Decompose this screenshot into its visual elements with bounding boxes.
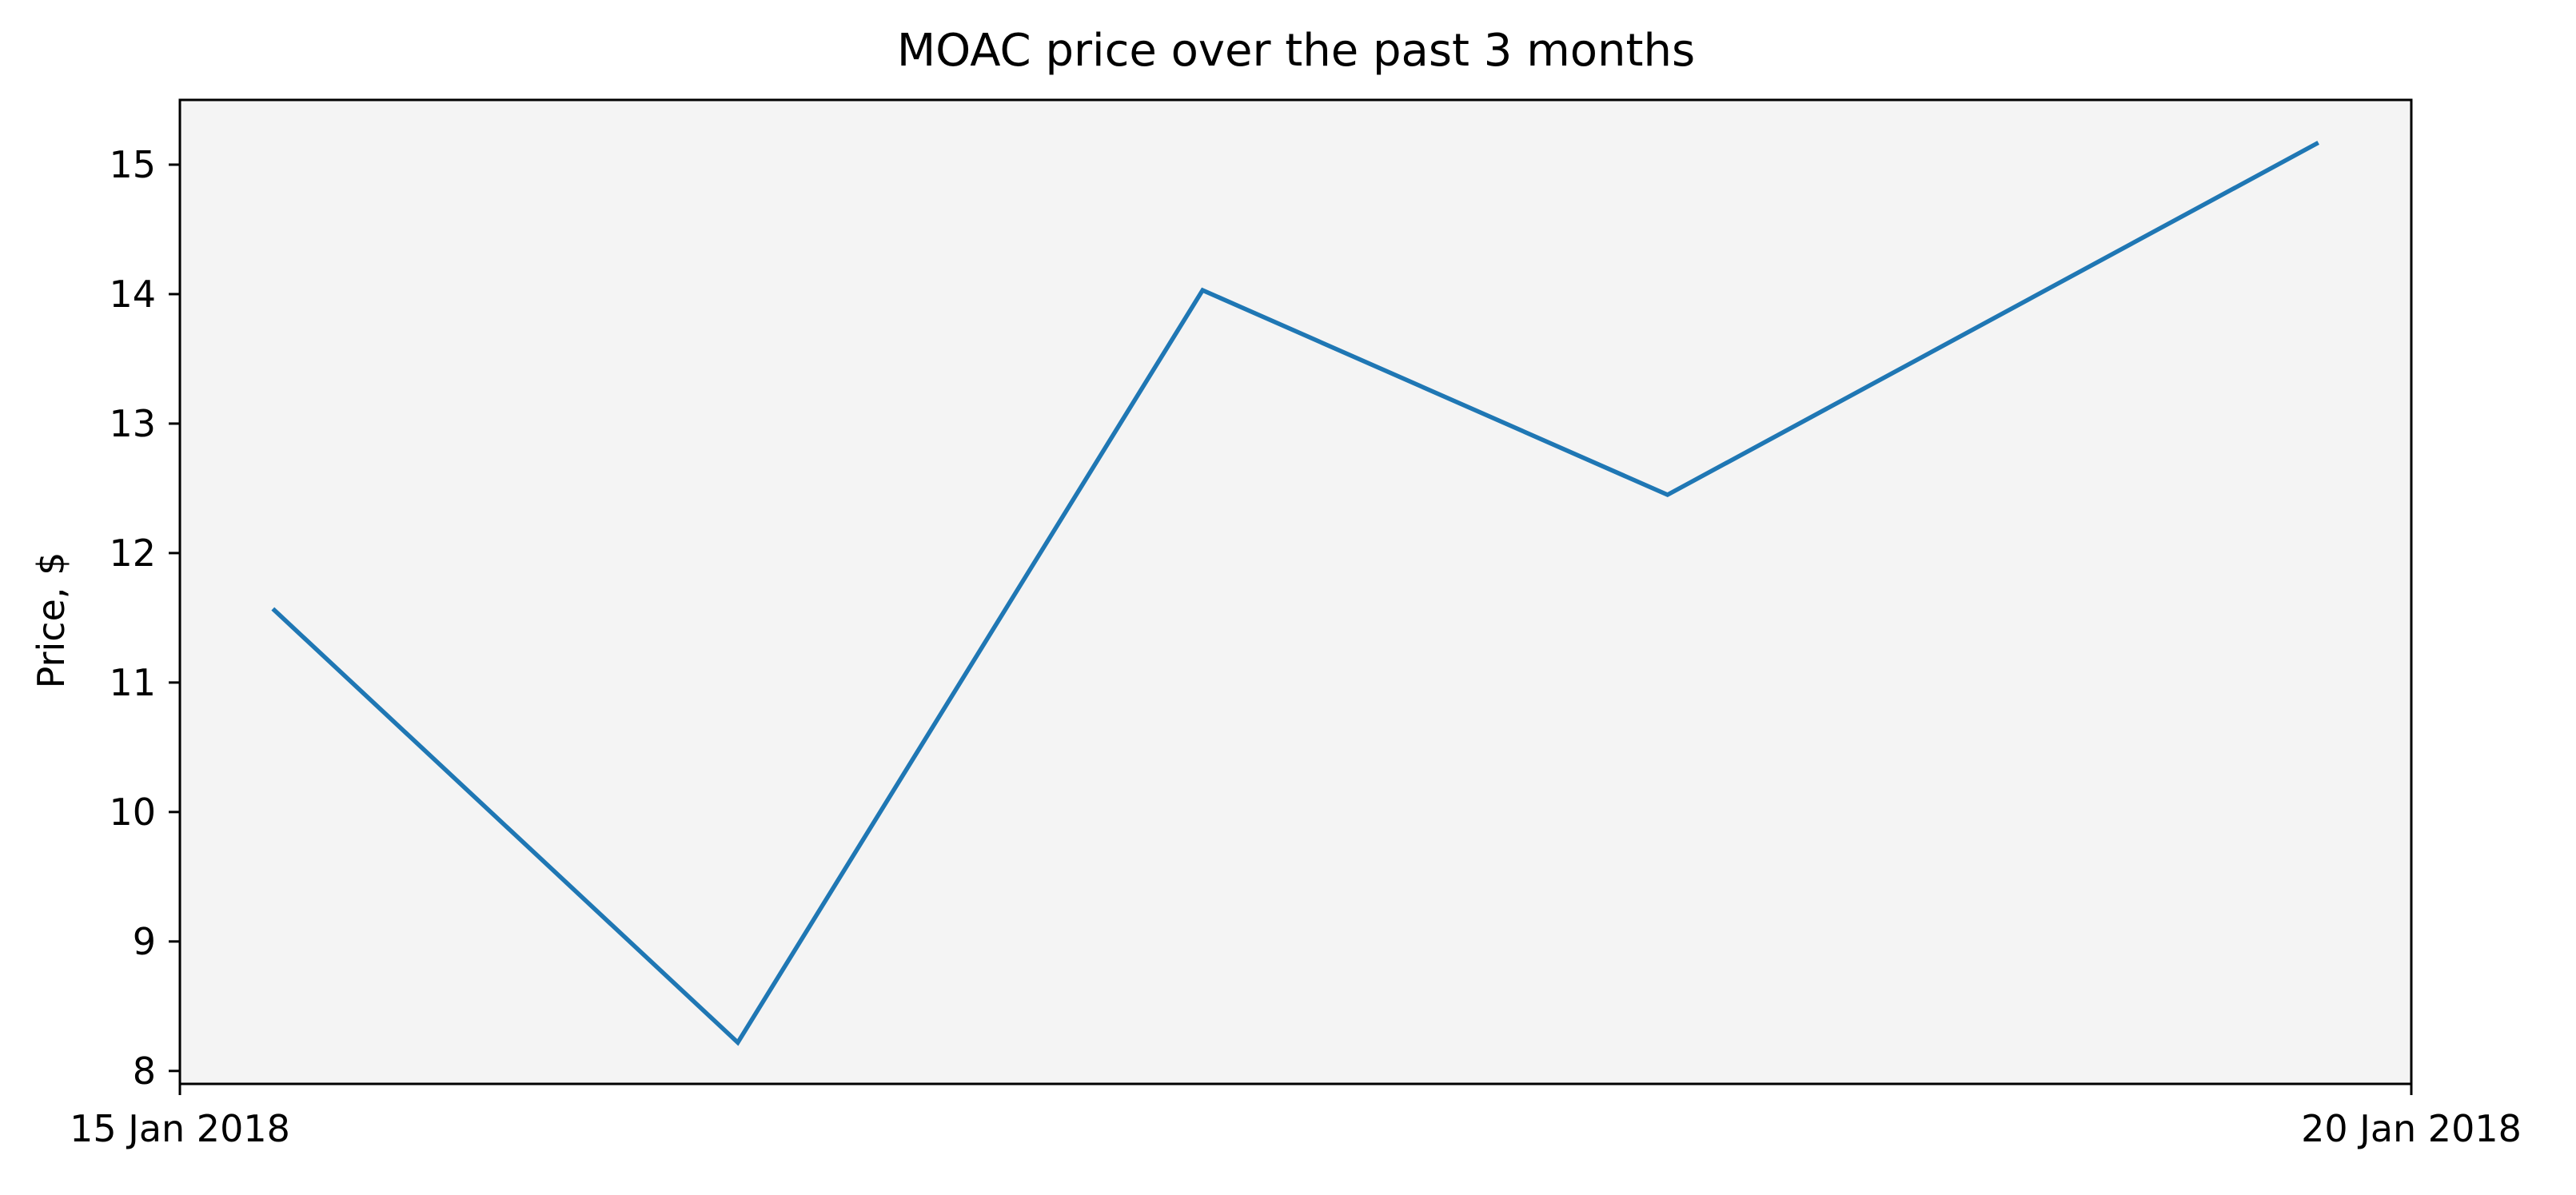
y-tick-label: 8 — [133, 1050, 156, 1093]
y-tick-label: 15 — [109, 143, 156, 186]
plot-area: 8 9 10 11 12 13 14 15 15 Jan 2018 20 Jan 2018 — [70, 100, 2522, 1150]
y-axis-label: Price, $ — [30, 552, 73, 689]
chart-title: MOAC price over the past 3 months — [897, 25, 1695, 77]
y-tick-label: 14 — [109, 273, 156, 316]
x-tick-label: 20 Jan 2018 — [2301, 1107, 2522, 1150]
plot-background — [180, 100, 2411, 1084]
x-tick-label: 15 Jan 2018 — [70, 1107, 290, 1150]
y-tick-label: 9 — [133, 920, 156, 963]
y-tick-label: 13 — [109, 402, 156, 445]
y-tick-label: 12 — [109, 532, 156, 575]
y-tick-label: 10 — [109, 791, 156, 834]
y-tick-label: 11 — [109, 661, 156, 704]
